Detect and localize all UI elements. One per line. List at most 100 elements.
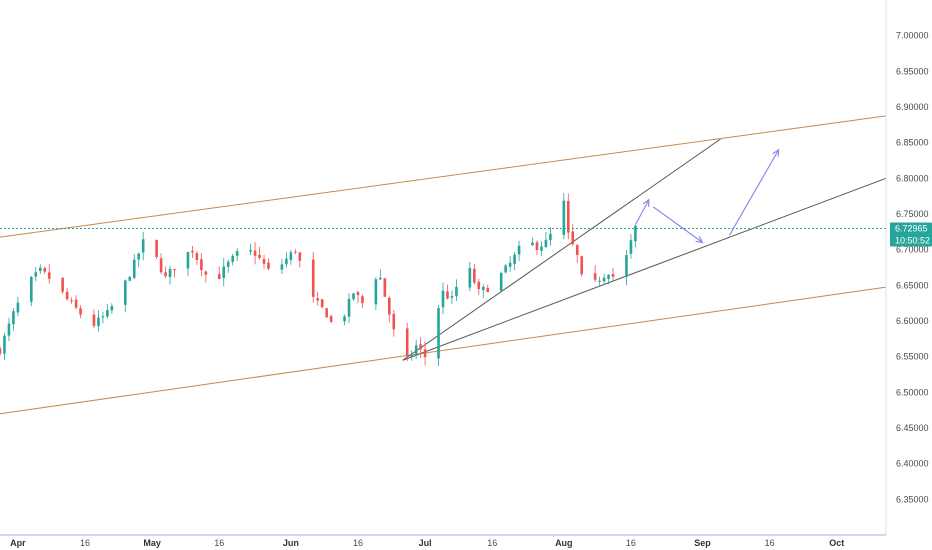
projection-arrow-line[interactable] xyxy=(728,149,780,236)
candle-body xyxy=(97,317,100,327)
candle-body xyxy=(235,251,239,256)
candle-body xyxy=(343,316,346,322)
candle-body xyxy=(262,259,266,264)
candle-body xyxy=(137,253,141,260)
time-tick-label: Jun xyxy=(283,538,299,548)
price-tick-label: 6.60000 xyxy=(896,316,929,326)
candle-body xyxy=(141,239,145,253)
shallow-trendline[interactable] xyxy=(402,177,887,361)
candle-body xyxy=(186,252,190,269)
candle-body xyxy=(285,258,288,265)
steep-trendline[interactable] xyxy=(402,138,721,361)
candle-body xyxy=(634,225,637,242)
candle-body xyxy=(316,298,320,301)
drawing-layer[interactable] xyxy=(0,115,887,415)
price-tick-label: 6.80000 xyxy=(896,173,929,183)
candle-body xyxy=(34,272,38,277)
candle-body xyxy=(226,261,230,267)
candle-body xyxy=(607,274,610,280)
candle-body xyxy=(249,250,252,252)
time-tick-label: 16 xyxy=(80,538,90,548)
candle-body xyxy=(222,266,226,278)
candle-body xyxy=(123,280,127,305)
candle-body xyxy=(499,272,503,291)
time-tick-label: Jul xyxy=(419,538,432,548)
time-axis[interactable]: Apr 16 May 16 Jun 16 Jul 16 Aug 16 Sep 16 Oct xyxy=(10,538,844,548)
projection-arrow-head xyxy=(772,148,780,157)
candle-body xyxy=(549,233,552,241)
candle-body xyxy=(191,250,194,253)
candle-body xyxy=(16,302,20,313)
candle-body xyxy=(280,264,284,270)
candle-body xyxy=(481,286,485,291)
candle-body xyxy=(477,281,481,290)
candle-body xyxy=(0,348,2,354)
candle-body xyxy=(311,259,315,297)
candle-body xyxy=(128,277,132,281)
candle-body xyxy=(7,323,11,336)
candle-body xyxy=(486,287,490,292)
candle-body xyxy=(450,296,454,298)
candle-body xyxy=(200,259,203,271)
candle-body xyxy=(405,328,409,357)
candle-body xyxy=(379,277,382,280)
projection-arrow-line[interactable] xyxy=(652,206,703,244)
candle-body xyxy=(575,245,579,255)
candle-body xyxy=(468,267,472,288)
projection-arrows[interactable] xyxy=(634,148,780,244)
projection-arrow-line[interactable] xyxy=(634,199,650,225)
candle-body xyxy=(374,279,378,305)
candle-body xyxy=(289,252,293,261)
candle-body xyxy=(419,344,422,350)
candle-body xyxy=(513,254,516,264)
candle-body xyxy=(253,250,257,256)
candle-body xyxy=(388,297,391,315)
price-axis[interactable]: 6.35000 6.40000 6.45000 6.50000 6.55000 6.600… xyxy=(896,31,929,505)
candle-body xyxy=(347,298,351,317)
current-price-label: 6.72965 xyxy=(895,223,928,233)
channel-upper-line[interactable] xyxy=(0,115,887,238)
channel-lower-line[interactable] xyxy=(0,286,887,415)
candle-body xyxy=(535,242,539,250)
candle-body xyxy=(580,256,584,275)
time-tick-label: 16 xyxy=(626,538,636,548)
price-tick-label: 6.95000 xyxy=(896,66,929,76)
candle-body xyxy=(329,316,333,322)
candle-body xyxy=(70,300,73,302)
candle-body xyxy=(164,272,167,277)
candle-body xyxy=(437,307,440,359)
candle-body xyxy=(540,246,543,251)
time-tick-label: Aug xyxy=(555,538,573,548)
candle-body xyxy=(3,335,6,354)
candle-body xyxy=(231,255,234,262)
candle-body xyxy=(217,274,221,279)
price-tick-label: 6.85000 xyxy=(896,138,929,148)
candle-body xyxy=(74,299,78,308)
candle-body xyxy=(12,311,15,325)
price-tick-label: 6.65000 xyxy=(896,280,929,290)
price-tag-background xyxy=(890,222,932,247)
candle-body xyxy=(423,349,427,358)
candle-body xyxy=(629,240,633,254)
candle-body xyxy=(294,251,297,253)
candle-body xyxy=(593,273,597,280)
candle-body xyxy=(504,265,507,273)
time-tick-label: May xyxy=(143,538,161,548)
candle-body xyxy=(132,259,136,278)
candle-body xyxy=(155,239,158,257)
candle-body xyxy=(195,253,199,260)
candle-body xyxy=(562,200,566,235)
candle-body xyxy=(159,258,163,273)
candle-body xyxy=(392,313,396,330)
candle-body xyxy=(410,354,413,357)
price-tick-label: 6.75000 xyxy=(896,209,929,219)
candle-body xyxy=(101,316,105,318)
candle-body xyxy=(110,305,114,311)
candle-body xyxy=(473,268,476,283)
candle-body xyxy=(79,308,82,315)
candle-body xyxy=(65,291,69,300)
price-tick-label: 6.35000 xyxy=(896,494,929,504)
candle-body xyxy=(173,269,176,271)
